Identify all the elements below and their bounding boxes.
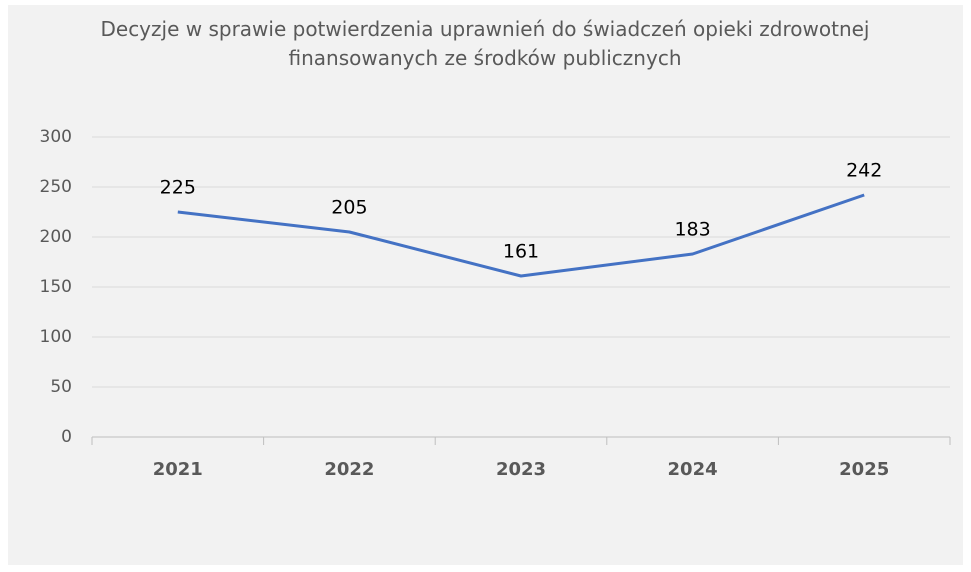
y-tick-label: 200: [40, 227, 72, 247]
data-label: 225: [160, 177, 196, 199]
x-tick-label: 2021: [153, 459, 203, 480]
chart-title: Decyzje w sprawie potwierdzenia uprawnie…: [100, 17, 869, 70]
data-line: [177, 193, 865, 278]
x-tick-label: 2022: [324, 459, 374, 480]
chart-background: [8, 5, 963, 565]
data-label: 183: [674, 219, 710, 241]
x-tick-label: 2025: [839, 459, 889, 480]
data-label: 205: [331, 197, 367, 219]
y-tick-label: 100: [40, 327, 72, 347]
data-label: 161: [503, 241, 539, 263]
y-tick-label: 0: [61, 427, 72, 447]
x-tick-label: 2023: [496, 459, 546, 480]
y-tick-label: 250: [40, 177, 72, 197]
y-tick-label: 300: [40, 127, 72, 147]
y-tick-label: 150: [40, 277, 72, 297]
x-tick-label: 2024: [668, 459, 718, 480]
data-label: 242: [846, 160, 882, 182]
y-tick-label: 50: [50, 377, 72, 397]
